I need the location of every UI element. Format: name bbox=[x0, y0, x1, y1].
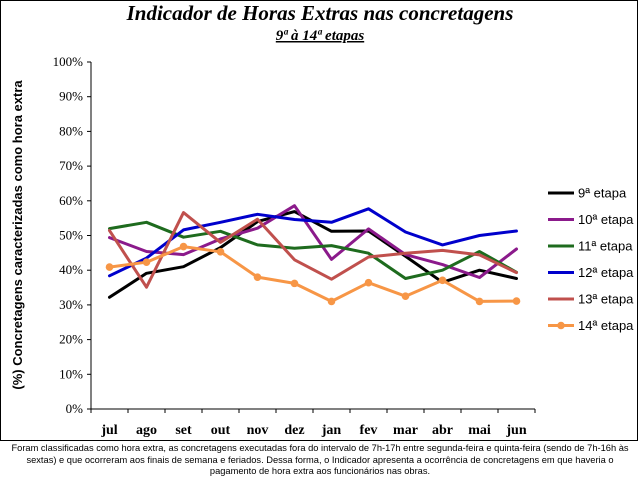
x-tick-label: mar bbox=[393, 423, 418, 438]
y-tick-label: 80% bbox=[59, 123, 83, 138]
series-14-group bbox=[105, 242, 521, 306]
series-13-group bbox=[108, 211, 518, 289]
legend-item: 12ª etapa bbox=[548, 265, 634, 280]
x-tick-label: out bbox=[211, 423, 231, 438]
x-tick-label: mai bbox=[468, 423, 491, 438]
series-point bbox=[438, 276, 447, 285]
legend-marker bbox=[557, 321, 565, 330]
y-tick-label: 100% bbox=[53, 54, 84, 69]
x-tick-label: abr bbox=[432, 423, 453, 438]
series-point bbox=[179, 242, 188, 251]
legend-label: 13ª etapa bbox=[578, 292, 634, 307]
series-point bbox=[290, 279, 299, 288]
chart-axes: 0% 10% 20% 30% 40% 50% 60% 70% 80% 90% 100% jul ago s… bbox=[53, 54, 536, 438]
series-point bbox=[475, 297, 484, 306]
y-axis-label: (%) Concretagens caracterizadas como hor… bbox=[10, 80, 25, 390]
series-line bbox=[108, 211, 518, 289]
line-chart: Indicador de Horas Extras nas concretage… bbox=[10, 1, 634, 438]
x-tick-label: set bbox=[175, 423, 192, 438]
series-point bbox=[105, 263, 114, 271]
legend-item: 11ª etapa bbox=[548, 239, 633, 254]
y-tick-label: 60% bbox=[59, 193, 83, 208]
x-tick-label: ago bbox=[136, 423, 157, 438]
series-point bbox=[512, 297, 521, 305]
series-point bbox=[327, 297, 336, 306]
series-point bbox=[253, 273, 262, 281]
legend-item: 9ª etapa bbox=[548, 186, 627, 201]
legend-label: 14ª etapa bbox=[578, 318, 634, 333]
series-line bbox=[108, 245, 518, 303]
legend-label: 12ª etapa bbox=[578, 265, 634, 280]
series-point bbox=[216, 248, 225, 256]
legend-label: 9ª etapa bbox=[578, 186, 627, 201]
x-tick-label: jul bbox=[100, 423, 117, 438]
series-line bbox=[108, 207, 518, 278]
legend-item: 13ª etapa bbox=[548, 292, 634, 307]
series-point bbox=[142, 258, 151, 267]
x-tick-label: fev bbox=[360, 423, 378, 438]
y-tick-label: 0% bbox=[66, 401, 84, 416]
y-tick-label: 20% bbox=[59, 332, 83, 347]
y-tick-label: 10% bbox=[59, 366, 83, 381]
chart-title: Indicador de Horas Extras nas concretage… bbox=[126, 1, 514, 25]
chart-frame bbox=[0, 0, 638, 441]
x-tick-label: jan bbox=[321, 423, 342, 438]
x-tick-label: nov bbox=[247, 423, 269, 438]
legend-item: 14ª etapa bbox=[548, 318, 634, 333]
series-layer bbox=[105, 204, 521, 306]
y-tick-label: 30% bbox=[59, 297, 83, 312]
chart-subtitle: 9ª à 14ª etapas bbox=[276, 28, 365, 44]
y-tick-label: 70% bbox=[59, 158, 83, 173]
legend: 9ª etapa 10ª etapa 11ª etapa 12ª etapa 13ª e… bbox=[548, 186, 634, 333]
x-tick-label: dez bbox=[284, 423, 304, 438]
legend-label: 11ª etapa bbox=[578, 239, 633, 254]
legend-label: 10ª etapa bbox=[578, 212, 634, 227]
y-tick-label: 40% bbox=[59, 262, 83, 277]
series-point bbox=[401, 292, 410, 301]
series-point bbox=[364, 278, 373, 287]
x-tick-label: jun bbox=[505, 423, 526, 438]
legend-item: 10ª etapa bbox=[548, 212, 634, 227]
series-12-group bbox=[108, 207, 518, 278]
footnote: Foram classificadas como hora extra, as … bbox=[11, 443, 629, 476]
y-tick-label: 90% bbox=[59, 89, 83, 104]
y-tick-label: 50% bbox=[59, 228, 83, 243]
